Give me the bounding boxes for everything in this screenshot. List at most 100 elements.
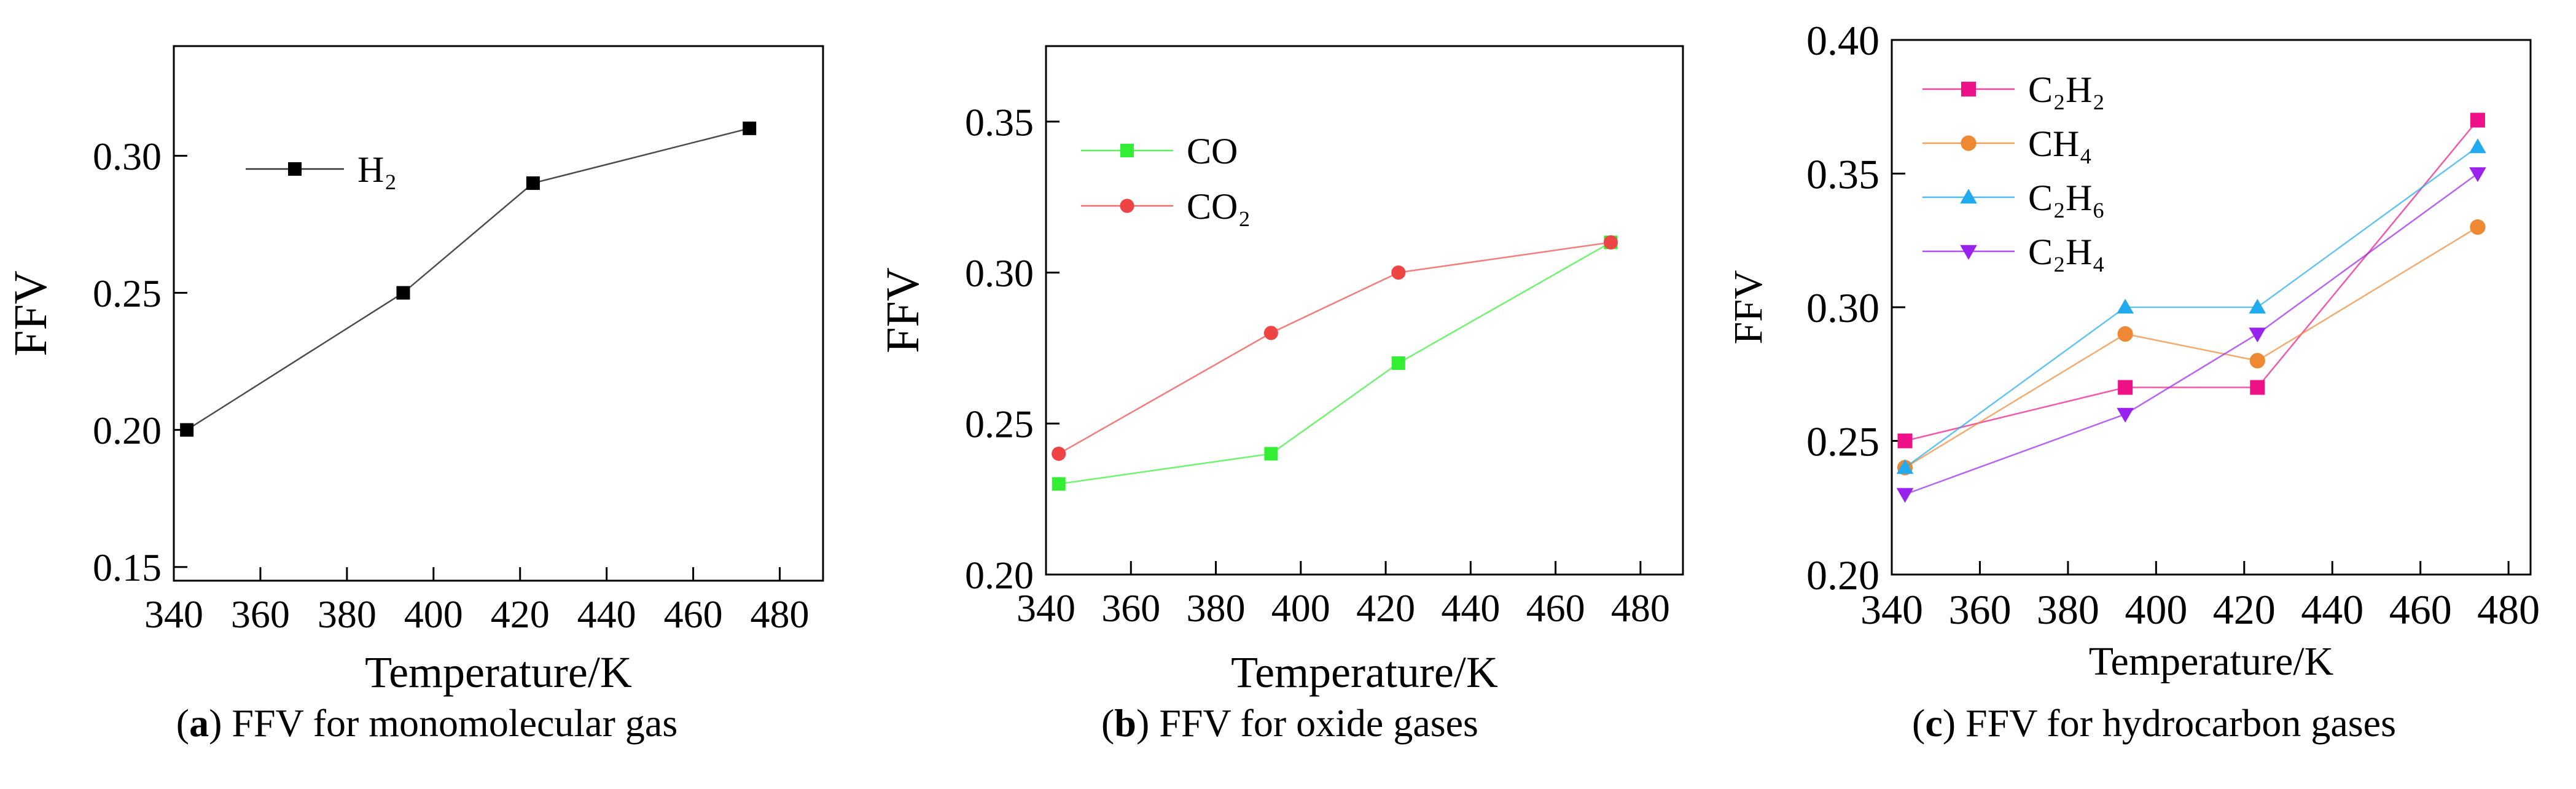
y-tick-label: 0.20 — [93, 409, 162, 452]
legend-label: CO₂ — [1187, 186, 1251, 227]
x-axis-title: Temperature/K — [1231, 648, 1498, 697]
legend-label: CO — [1187, 131, 1238, 171]
legend-marker — [1961, 82, 1976, 96]
x-tick-label: 440 — [2301, 586, 2363, 633]
x-tick-label: 420 — [2213, 586, 2276, 633]
series-line-0 — [186, 127, 750, 431]
data-point — [1896, 459, 1914, 474]
y-tick-label: 0.35 — [1806, 151, 1879, 197]
data-point — [2117, 299, 2134, 314]
caption-b-letter: b — [1114, 701, 1136, 745]
y-tick-label: 0.30 — [1806, 285, 1879, 331]
legend-label: H₂ — [357, 149, 397, 190]
legend-marker — [1960, 189, 1977, 204]
data-point — [1896, 488, 1914, 503]
x-tick-label: 360 — [1101, 586, 1160, 630]
data-point — [743, 121, 757, 135]
chart-panel-b: 340 360 380 400 420 440 460 480 0.20 0.25 0.30 0.35… — [877, 45, 1684, 697]
series-line-1 — [1904, 226, 2478, 469]
y-axis-title: FFV — [877, 267, 929, 353]
legend-label: C₂H₆ — [2028, 178, 2105, 218]
x-tick-label: 460 — [1526, 586, 1585, 630]
legend-label: C₂H₄ — [2028, 232, 2105, 272]
y-axis-title: FFV — [1726, 270, 1771, 344]
x-tick-label: 440 — [1441, 586, 1500, 630]
data-point — [180, 423, 194, 437]
data-point — [1052, 446, 1066, 461]
chart-panel-a: 340 360 380 400 420 440 460 480 0.15 0.20 0.25 0.30… — [5, 45, 824, 697]
data-point — [1391, 356, 1405, 370]
y-tick-label: 0.25 — [1806, 418, 1879, 465]
caption-b-text: FFV for oxide gases — [1159, 701, 1478, 745]
caption-a-letter: a — [189, 701, 209, 745]
y-tick-label: 0.25 — [93, 272, 162, 315]
data-point — [1897, 433, 1913, 449]
y-tick-label: 0.35 — [965, 100, 1034, 144]
x-tick-label: 360 — [1948, 586, 2011, 633]
series-line-2 — [1904, 146, 2478, 469]
x-tick-label: 380 — [1187, 586, 1246, 630]
x-tick-label: 400 — [2125, 586, 2187, 633]
data-point — [1391, 265, 1406, 280]
data-point — [526, 176, 540, 190]
legend-label: C₂H₂ — [2028, 69, 2105, 110]
caption-a: (a) FFV for monomolecular gas — [176, 701, 678, 745]
caption-b: (b) FFV for oxide gases — [1101, 701, 1478, 745]
x-tick-label: 420 — [491, 592, 550, 636]
x-tick-label: 480 — [2477, 586, 2540, 633]
legend-marker — [1120, 144, 1134, 157]
y-tick-label: 0.20 — [1806, 552, 1879, 599]
data-point — [2249, 299, 2266, 314]
x-tick-label: 400 — [1271, 586, 1330, 630]
data-point — [2470, 112, 2485, 128]
caption-c-letter: c — [1925, 701, 1943, 745]
y-tick-label: 0.40 — [1806, 17, 1879, 64]
x-tick-label: 340 — [144, 592, 203, 636]
x-tick-label: 400 — [404, 592, 463, 636]
data-point — [1052, 477, 1066, 491]
x-axis-title: Temperature/K — [2089, 639, 2334, 684]
x-tick-label: 380 — [318, 592, 377, 636]
y-axis-title: FFV — [5, 270, 57, 356]
legend-label: CH₄ — [2028, 124, 2092, 164]
caption-c-text: FFV for hydrocarbon gases — [1965, 701, 2396, 745]
caption-a-text: FFV for monomolecular gas — [232, 701, 678, 745]
data-point — [2470, 219, 2486, 235]
x-tick-label: 480 — [751, 592, 810, 636]
data-point — [2469, 138, 2486, 154]
x-tick-label: 340 — [1017, 586, 1075, 630]
caption-c: (c) FFV for hydrocarbon gases — [1912, 701, 2396, 745]
legend-marker — [1960, 245, 1977, 260]
legend-marker — [288, 162, 302, 176]
data-point — [2117, 326, 2133, 342]
data-point — [1263, 326, 1278, 340]
x-tick-label: 340 — [1860, 586, 1923, 633]
y-tick-label: 0.20 — [965, 553, 1034, 597]
data-point — [2117, 407, 2134, 423]
x-tick-label: 460 — [664, 592, 723, 636]
y-tick-label: 0.30 — [965, 251, 1034, 295]
x-tick-label: 480 — [1611, 586, 1670, 630]
data-point — [2249, 328, 2266, 343]
data-point — [2469, 167, 2486, 183]
data-point — [2118, 380, 2133, 395]
series-line-0 — [1905, 119, 2478, 442]
legend-marker — [1961, 135, 1977, 151]
plot-frame — [1045, 45, 1684, 576]
series-line-1 — [1058, 241, 1611, 455]
legend-marker — [1120, 198, 1134, 213]
plot-frame — [173, 45, 824, 582]
data-point — [396, 286, 410, 300]
data-point — [1264, 447, 1278, 461]
data-point — [1603, 235, 1618, 249]
x-axis-title: Temperature/K — [365, 648, 632, 697]
y-tick-label: 0.30 — [93, 135, 162, 178]
y-tick-label: 0.25 — [965, 402, 1034, 446]
data-point — [2249, 353, 2265, 369]
data-point — [2250, 380, 2265, 395]
chart-panel-c: 340 360 380 400 420 440 460 480 0.20 0.25 0.30 0.35… — [1726, 17, 2540, 684]
x-tick-label: 380 — [2037, 586, 2099, 633]
x-tick-label: 460 — [2389, 586, 2452, 633]
